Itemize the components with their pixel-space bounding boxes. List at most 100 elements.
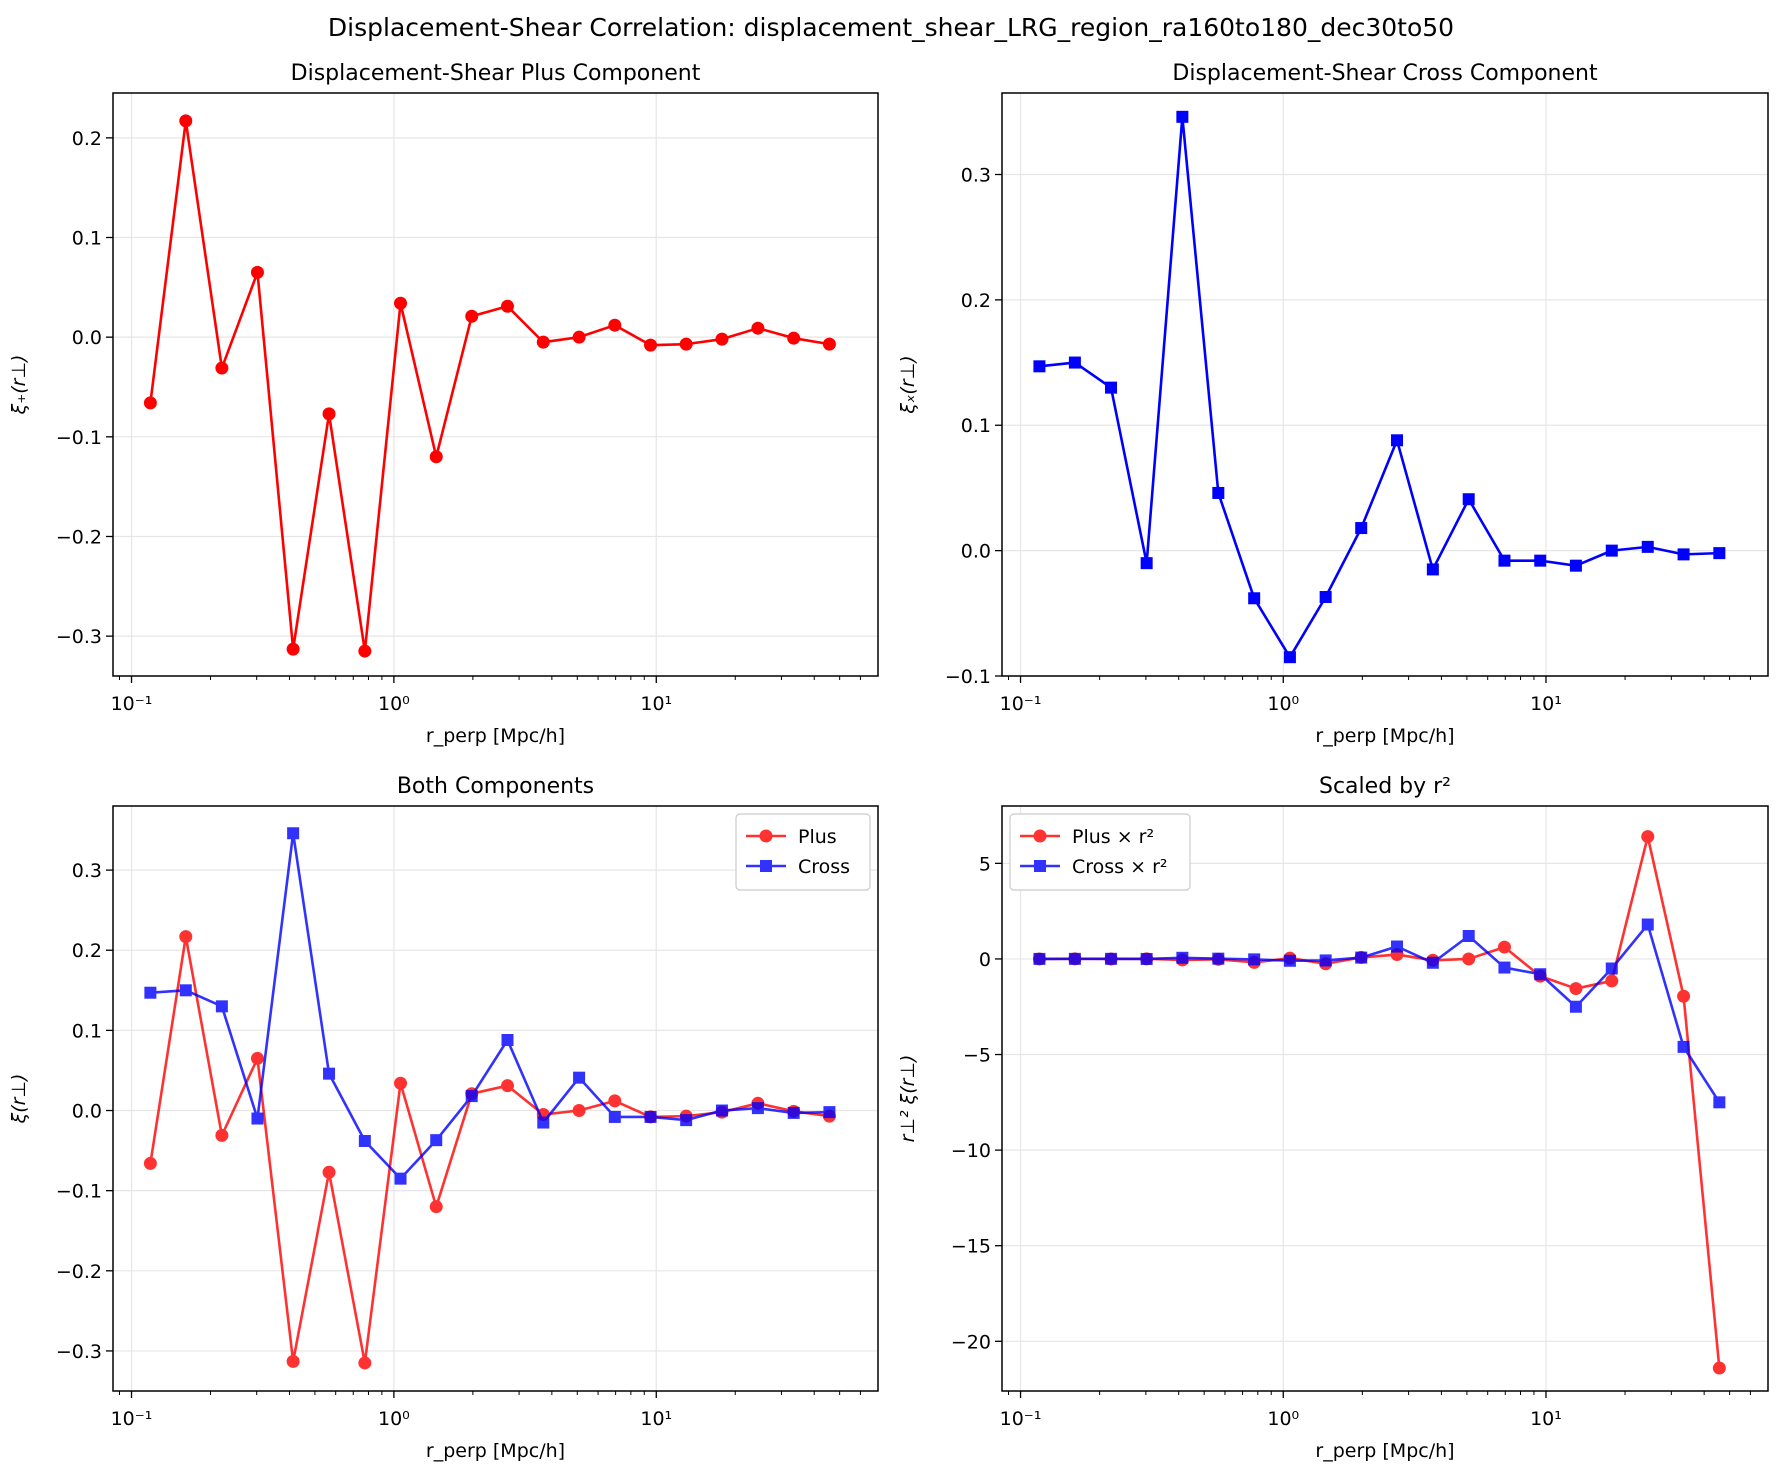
data-point (823, 1106, 836, 1119)
data-point (179, 114, 193, 128)
data-point (1319, 591, 1332, 604)
x-axis-label: r_perp [Mpc/h] (426, 1440, 565, 1462)
data-point (1462, 493, 1475, 506)
data-point (1140, 557, 1153, 570)
data-point (1713, 1096, 1726, 1109)
data-point (250, 1051, 264, 1065)
legend-label: Cross × r² (1072, 856, 1168, 878)
data-point (358, 644, 372, 658)
y-tick-label: 0.0 (961, 541, 991, 563)
data-point (1140, 952, 1153, 965)
data-point (1391, 434, 1404, 447)
data-point (644, 338, 658, 352)
data-point (215, 1000, 228, 1013)
data-point (1283, 651, 1296, 664)
data-point (287, 827, 300, 840)
y-axis-label: ξ(r⊥) (8, 1074, 30, 1125)
y-tick-label: 0.3 (72, 860, 102, 882)
data-point (608, 1110, 621, 1123)
series-cross (1033, 110, 1726, 664)
data-point (286, 642, 300, 656)
data-point (322, 1165, 336, 1179)
data-point (358, 1134, 371, 1147)
data-point (537, 1116, 550, 1129)
data-point (715, 1104, 728, 1117)
data-point (1248, 592, 1261, 605)
data-point (1212, 952, 1225, 965)
data-point (1033, 952, 1046, 965)
x-axis-label: r_perp [Mpc/h] (426, 725, 565, 747)
y-tick-label: 0.2 (961, 290, 991, 312)
legend-entry (1020, 829, 1060, 843)
y-tick-label: −20 (951, 1331, 991, 1353)
data-point (1105, 381, 1118, 394)
panel-title: Scaled by r² (1319, 774, 1451, 799)
data-point (787, 1106, 800, 1119)
data-point (144, 986, 157, 999)
series-cross (144, 827, 836, 1185)
y-tick-label: −0.2 (56, 526, 102, 548)
axes-frame (1001, 805, 1769, 1392)
data-point (322, 407, 336, 421)
legend-label: Plus (798, 826, 837, 848)
data-point (1462, 930, 1475, 942)
legend-label: Plus × r² (1072, 826, 1154, 848)
y-tick-label: −15 (951, 1236, 991, 1258)
series-plus (143, 114, 836, 658)
y-axis-label: ξₓ(r⊥) (897, 355, 919, 414)
data-point (429, 1200, 443, 1214)
data-point (1105, 952, 1118, 965)
axes-frame (112, 805, 879, 1392)
data-point (644, 1110, 657, 1123)
data-point (1569, 559, 1582, 572)
legend-box (1009, 813, 1191, 891)
data-point (1605, 962, 1618, 975)
data-point (1355, 951, 1368, 964)
data-point (1712, 1361, 1726, 1375)
x-tick-label: 10⁻¹ (111, 693, 153, 715)
data-point (394, 1172, 407, 1185)
data-point (572, 330, 586, 344)
scaled-by-r2-panel: −20 −15 −10 −5 0 5 10⁻¹ 10⁰ 10¹ Scaled by r² r_per… (897, 774, 1769, 1462)
data-point (465, 1090, 478, 1103)
y-tick-label: 0.2 (72, 128, 102, 150)
legend-marker (1033, 829, 1047, 843)
data-point (751, 321, 765, 335)
data-point (358, 1356, 372, 1370)
data-point (179, 984, 192, 997)
plus-component-panel: −0.3 −0.2 −0.1 0.0 0.1 0.2 10⁻¹ 10⁰ 10¹ Displacem… (8, 61, 879, 747)
legend-marker (760, 860, 772, 872)
x-tick-label: 10⁻¹ (111, 1408, 153, 1430)
y-tick-label: 0.1 (961, 415, 991, 437)
legend-marker (1034, 860, 1046, 872)
data-point (1569, 982, 1583, 996)
data-point (1641, 830, 1655, 844)
data-point (715, 332, 729, 346)
data-point (1677, 1040, 1690, 1053)
data-point (1212, 486, 1225, 499)
x-tick-label: 10¹ (640, 693, 672, 715)
legend-marker (759, 829, 773, 843)
legend-entry (746, 829, 786, 843)
series-plus (1032, 830, 1726, 1375)
cross-component-panel: −0.1 0.0 0.1 0.2 0.3 10⁻¹ 10⁰ 10¹ Displacement-S… (897, 61, 1769, 747)
data-point (608, 1094, 622, 1108)
data-point (1677, 989, 1691, 1003)
data-point (679, 337, 693, 351)
legend: Plus Cross (735, 813, 871, 891)
grid (113, 93, 878, 676)
series-line (1039, 835, 1721, 1369)
data-point (1283, 954, 1296, 967)
x-tick-label: 10⁻¹ (1000, 1408, 1042, 1430)
data-point (1426, 956, 1439, 969)
data-point (1713, 547, 1726, 560)
y-axis-label: r⊥² ξ(r⊥) (897, 1055, 919, 1143)
y-tick-label: 0.3 (961, 164, 991, 186)
data-point (500, 1079, 514, 1093)
figure-suptitle: Displacement-Shear Correlation: displace… (328, 13, 1454, 42)
data-point (1176, 951, 1189, 964)
y-axis-label: ξ₊(r⊥) (8, 355, 30, 416)
x-tick-label: 10⁰ (378, 693, 410, 715)
legend-label: Cross (798, 856, 850, 878)
y-tick-label: −0.3 (56, 626, 102, 648)
